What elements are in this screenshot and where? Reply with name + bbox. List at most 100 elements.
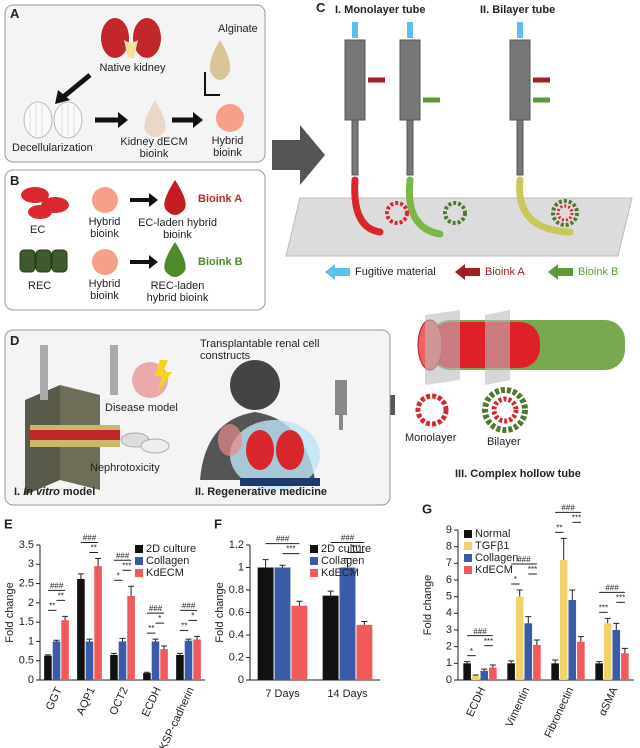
bar (61, 620, 69, 680)
error-bar (560, 537, 567, 560)
error-bar (77, 573, 84, 579)
inlet-arrows (352, 22, 550, 103)
error-bar (53, 639, 60, 642)
bar (176, 654, 184, 680)
significance-label: *** (528, 565, 537, 574)
error-bar (143, 671, 150, 674)
bar (274, 567, 291, 680)
bar (151, 641, 160, 680)
legend-label: Normal (475, 528, 510, 540)
y-tick-label: 2 (28, 597, 34, 609)
label: Monolayer (405, 432, 457, 444)
error-bar (344, 558, 351, 568)
error-bar (44, 654, 51, 656)
y-axis-label: Fold change (422, 575, 434, 636)
error-bar (176, 652, 183, 655)
arrow (204, 72, 220, 96)
significance-label: *** (484, 637, 493, 646)
y-tick-label: 0.2 (229, 651, 244, 663)
panel-letter: C (316, 0, 326, 15)
error-bar (361, 621, 368, 625)
x-tick-label: ECDH (464, 685, 488, 718)
panel-box (4, 169, 266, 311)
bar (85, 641, 94, 680)
bar (480, 670, 489, 680)
label: REC (28, 280, 52, 292)
x-tick-label: 14 Days (327, 688, 368, 700)
significance-label: ** (49, 601, 55, 610)
label: Kidney dECM bioink (120, 136, 188, 160)
x-tick-label: αSMA (597, 685, 621, 718)
legend-label: Collagen (475, 552, 518, 564)
label: Nephrotoxicity (90, 462, 160, 474)
y-tick-label: 0.4 (229, 629, 244, 641)
y-tick-label: 3 (28, 558, 34, 570)
bar (160, 649, 168, 680)
significance-label: ** (58, 591, 64, 600)
error-bar (604, 617, 611, 624)
bar (621, 653, 629, 680)
y-tick-label: 3.5 (19, 539, 34, 551)
legend-swatch (135, 569, 143, 577)
legend-label: Bioink B (578, 266, 619, 278)
label-part: In vitro (23, 486, 60, 498)
bar (52, 641, 61, 680)
significance-label: ### (116, 551, 130, 560)
bar (143, 673, 151, 680)
significance-label: *** (122, 561, 131, 570)
label-part: model (62, 486, 96, 498)
x-tick-label: Vimentin (503, 685, 532, 729)
tube-sections (385, 199, 579, 227)
bar (612, 630, 621, 680)
significance-label: ### (182, 602, 196, 611)
label: III. Complex hollow tube (455, 468, 581, 480)
bar (339, 567, 356, 680)
legend-arrows (325, 264, 573, 280)
bar (551, 663, 559, 680)
significance-label: ### (473, 627, 487, 636)
panel-letter: F (214, 516, 222, 531)
legend-label: KdECM (146, 567, 184, 579)
legend-label: Fugitive material (355, 266, 436, 278)
legend-label: KdECM (475, 564, 513, 576)
y-tick-label: 0 (28, 674, 34, 686)
label: Transplantable renal cell constructs (200, 338, 320, 362)
significance-label: * (191, 612, 194, 621)
label: I. In vitro model (14, 486, 95, 498)
bar (568, 600, 577, 680)
y-tick-label: 2 (446, 641, 452, 653)
error-bar (262, 559, 269, 568)
label: Disease model (105, 402, 178, 414)
bar (603, 623, 612, 680)
label: REC-laden hybrid bioink (146, 280, 209, 304)
y-tick-label: 1.5 (19, 616, 34, 628)
significance-label: ### (517, 555, 531, 564)
legend-swatch (310, 545, 318, 553)
y-tick-label: 2.5 (19, 577, 34, 589)
error-bar (110, 652, 117, 655)
in-vitro-device (25, 345, 172, 495)
legend-swatch (135, 545, 143, 553)
label-part: I. (14, 486, 21, 498)
legend-label: 2D culture (321, 543, 371, 555)
significance-label: *** (351, 544, 360, 553)
hybrid-drop (92, 187, 118, 213)
panel-letter: D (10, 333, 20, 348)
printed-tubes (351, 176, 574, 238)
bioink-b-drop (164, 242, 186, 277)
significance-label: ### (605, 583, 619, 592)
bar (515, 596, 524, 680)
rec-cells (19, 249, 68, 273)
bar (257, 567, 274, 680)
error-bar (569, 589, 576, 600)
error-bar (194, 635, 201, 640)
significance-label: ### (561, 503, 575, 512)
bar (356, 624, 373, 680)
bar (118, 641, 127, 680)
plate (285, 197, 633, 257)
legend-swatch (310, 557, 318, 565)
bar (489, 667, 497, 680)
error-bar (481, 668, 488, 671)
